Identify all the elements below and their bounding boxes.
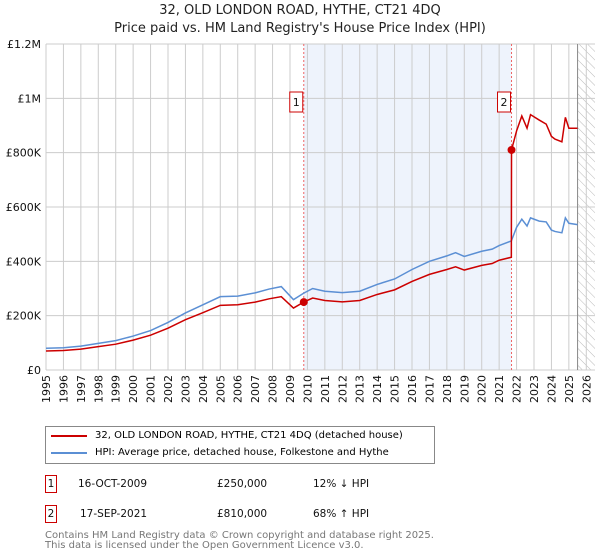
x-tick-label: 2013 <box>354 375 367 403</box>
x-tick-label: 2005 <box>214 375 227 403</box>
sale-date: 17-SEP-2021 <box>80 508 148 520</box>
sale-point <box>507 145 516 154</box>
sale-hpi: 12% ↓ HPI <box>313 478 370 490</box>
x-tick-label: 2014 <box>371 375 384 403</box>
x-tick-label: 2019 <box>458 375 471 403</box>
x-tick-label: 1997 <box>75 375 88 403</box>
x-tick-label: 2006 <box>232 375 245 403</box>
y-tick-label: £1.2M <box>7 38 41 51</box>
legend-blue-line <box>51 451 87 454</box>
legend-red-line <box>51 434 87 437</box>
x-tick-label: 2015 <box>389 375 402 403</box>
sale-row-1: 1 16-OCT-2009 £250,000 12% ↓ HPI <box>45 474 369 494</box>
sale-date: 16-OCT-2009 <box>78 478 147 490</box>
sale-marker: 1 <box>45 475 57 493</box>
x-tick-label: 2004 <box>197 375 210 403</box>
price-chart: 1995 1996 1997 1998 1999 2000 2001 2002 2003 2004… <box>6 38 595 403</box>
sale-label: 2 <box>501 96 508 109</box>
chart-title: 32, OLD LONDON ROAD, HYTHE, CT21 4DQ <box>159 3 441 18</box>
x-tick-label: 2021 <box>493 375 506 403</box>
x-tick-label: 2025 <box>563 375 576 403</box>
y-tick-label: £800K <box>6 147 42 160</box>
legend-hpi: HPI: Average price, detached house, Folk… <box>95 447 389 458</box>
x-tick-label: 2018 <box>441 375 454 403</box>
sale-hpi: 68% ↑ HPI <box>313 508 370 520</box>
x-tick-label: 2001 <box>145 375 158 403</box>
property-price-line <box>45 113 578 352</box>
x-tick-label: 1996 <box>57 375 70 403</box>
sale-price: £250,000 <box>217 478 268 490</box>
sale-label: 1 <box>293 96 300 109</box>
sale-price: £810,000 <box>217 508 268 520</box>
x-tick-label: 2003 <box>179 375 192 403</box>
x-tick-label: 2009 <box>284 375 297 403</box>
footer: Contains HM Land Registry data © Crown c… <box>45 531 434 551</box>
sale-point <box>299 298 308 307</box>
legend-property: 32, OLD LONDON ROAD, HYTHE, CT21 4DQ (de… <box>95 430 403 441</box>
y-tick-label: £400K <box>6 255 42 268</box>
x-tick-label: 1999 <box>110 375 123 403</box>
hpi-line <box>45 215 578 350</box>
x-tick-label: 2016 <box>406 375 419 403</box>
x-tick-label: 2017 <box>423 375 436 403</box>
x-tick-label: 2026 <box>580 375 593 403</box>
x-tick-label: 2007 <box>249 375 262 403</box>
x-tick-label: 2022 <box>511 375 524 403</box>
footer-line-1: Contains HM Land Registry data © Crown c… <box>45 530 434 541</box>
x-tick-label: 2010 <box>301 375 314 403</box>
x-tick-label: 2023 <box>528 375 541 403</box>
x-tick-label: 2012 <box>336 375 349 403</box>
x-tick-label: 2008 <box>267 375 280 403</box>
x-tick-label: 2024 <box>545 375 558 403</box>
y-tick-label: £600K <box>6 201 42 214</box>
x-tick-label: 1995 <box>40 375 53 403</box>
sale-marker: 2 <box>45 505 57 523</box>
sale-label-box <box>497 91 512 113</box>
chart-subtitle: Price paid vs. HM Land Registry's House … <box>114 21 486 36</box>
sale-label-box <box>289 91 304 113</box>
y-tick-label: £1M <box>18 92 42 105</box>
x-tick-label: 2002 <box>162 375 175 403</box>
legend: 32, OLD LONDON ROAD, HYTHE, CT21 4DQ (de… <box>45 426 435 464</box>
x-tick-label: 2011 <box>319 375 332 403</box>
footer-line-2: This data is licensed under the Open Gov… <box>45 540 364 551</box>
y-tick-label: £0 <box>27 364 41 377</box>
x-tick-label: 1998 <box>92 375 105 403</box>
x-tick-label: 2020 <box>476 375 489 403</box>
sale-row-2: 2 17-SEP-2021 £810,000 68% ↑ HPI <box>45 504 369 524</box>
y-tick-label: £200K <box>6 310 42 323</box>
x-tick-label: 2000 <box>127 375 140 403</box>
